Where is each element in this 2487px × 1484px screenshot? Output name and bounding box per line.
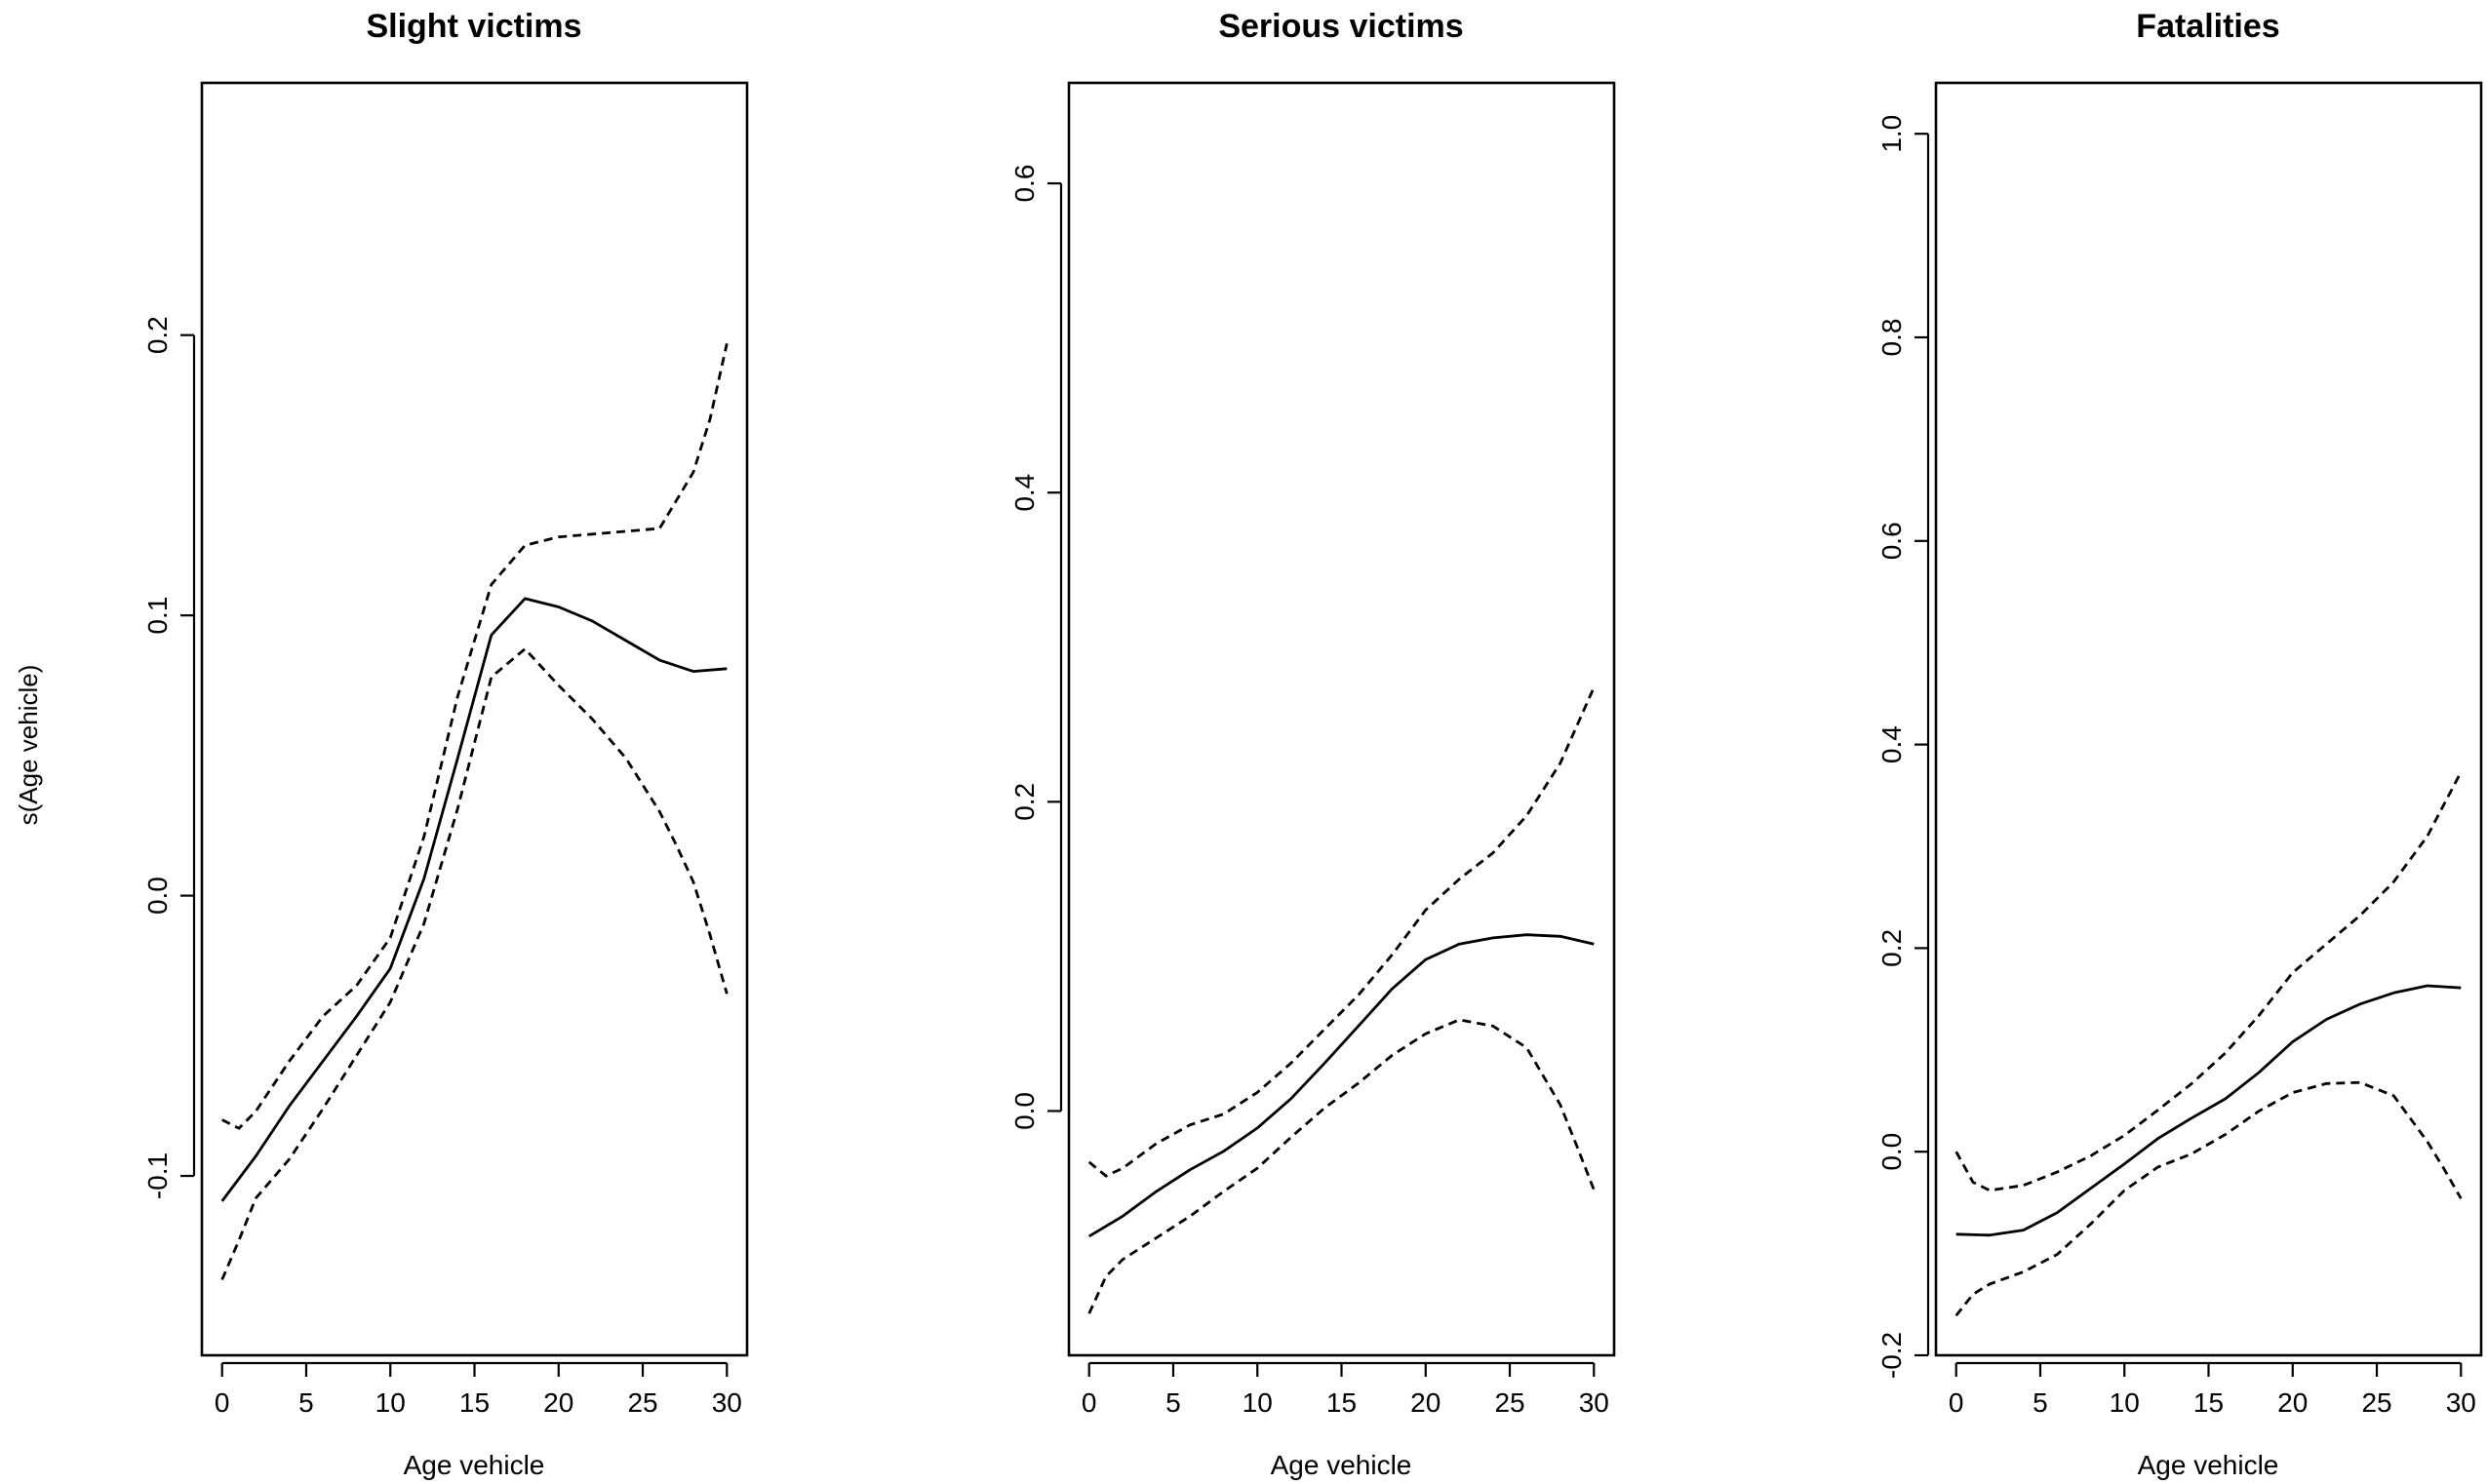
fitted-curve <box>1955 984 2462 1237</box>
y-tick-label: 0.6 <box>1876 522 1907 560</box>
x-tick-label: 5 <box>1165 1387 1181 1418</box>
panel-title: Slight victims <box>366 8 581 45</box>
lower-confidence-band <box>1087 1018 1596 1314</box>
upper-confidence-band <box>1954 771 2463 1192</box>
x-tick-label: 20 <box>1410 1387 1441 1418</box>
x-axis-label: Age vehicle <box>1271 1450 1412 1480</box>
x-tick-label: 25 <box>2361 1387 2391 1418</box>
y-tick-label: 0.0 <box>142 877 173 915</box>
y-tick-label: -0.1 <box>142 1152 173 1199</box>
x-axis-label: Age vehicle <box>2138 1450 2279 1480</box>
y-tick-label: 0.8 <box>1876 319 1907 357</box>
x-tick-label: 15 <box>459 1387 490 1418</box>
lower-confidence-band <box>1954 1080 2463 1317</box>
x-tick-label: 0 <box>1082 1387 1097 1418</box>
x-tick-label: 15 <box>1326 1387 1357 1418</box>
x-tick-label: 20 <box>2277 1387 2308 1418</box>
plot-frame <box>1067 81 1616 1357</box>
y-tick-label: 0.4 <box>1009 474 1040 512</box>
x-tick-label: 0 <box>215 1387 230 1418</box>
fitted-curve <box>1087 933 1595 1238</box>
x-tick-label: 30 <box>2446 1387 2476 1418</box>
plot-frame <box>200 81 749 1357</box>
y-tick-label: 0.4 <box>1876 725 1907 763</box>
y-tick-label: 1.0 <box>1876 115 1907 153</box>
x-axis-label: Age vehicle <box>404 1450 545 1480</box>
x-tick-label: 0 <box>1949 1387 1964 1418</box>
x-tick-label: 30 <box>1579 1387 1609 1418</box>
panel-title: Fatalities <box>2136 8 2279 45</box>
panel-title: Serious victims <box>1218 8 1463 45</box>
x-tick-label: 30 <box>712 1387 742 1418</box>
upper-confidence-band <box>221 342 729 1130</box>
x-tick-label: 25 <box>627 1387 657 1418</box>
x-tick-label: 5 <box>2033 1387 2048 1418</box>
x-tick-label: 25 <box>1494 1387 1524 1418</box>
fitted-curve <box>220 597 728 1202</box>
y-tick-label: 0.1 <box>142 597 173 635</box>
panel-fatalities: Fatalities Age vehicle 0 5 10 15 20 25 30 -0.2 0… <box>1876 8 2483 1480</box>
x-tick-label: 15 <box>2193 1387 2224 1418</box>
y-tick-label: 0.2 <box>1009 783 1040 821</box>
y-axis-label: s(Age vehicle) <box>14 665 43 826</box>
x-tick-label: 10 <box>1243 1387 1273 1418</box>
plot-frame <box>1934 81 2483 1357</box>
y-tick-label: 0.6 <box>1009 165 1040 203</box>
lower-confidence-band <box>220 646 729 1280</box>
y-tick-label: -0.2 <box>1876 1332 1907 1379</box>
x-tick-label: 20 <box>543 1387 573 1418</box>
panel-serious-victims: Serious victims Age vehicle 0 5 10 15 20 25 30… <box>1009 8 1616 1480</box>
x-tick-label: 5 <box>298 1387 314 1418</box>
x-tick-label: 10 <box>2110 1387 2140 1418</box>
y-tick-label: 0.2 <box>142 316 173 354</box>
y-tick-label: 0.0 <box>1876 1133 1907 1171</box>
y-tick-label: 0.2 <box>1876 929 1907 967</box>
panel-slight-victims: Slight victims s(Age vehicle) Age vehicl… <box>14 8 749 1480</box>
x-tick-label: 10 <box>375 1387 406 1418</box>
upper-confidence-band <box>1087 686 1596 1178</box>
y-tick-label: 0.0 <box>1009 1092 1040 1130</box>
